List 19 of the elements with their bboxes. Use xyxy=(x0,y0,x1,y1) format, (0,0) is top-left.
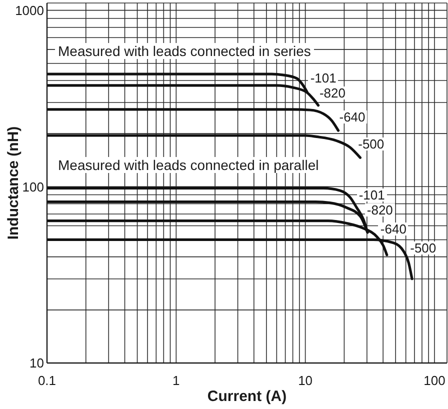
series-label: -500 xyxy=(358,136,384,151)
x-tick-label: 100 xyxy=(424,373,446,388)
annotation: Measured with leads connected in series xyxy=(58,43,311,60)
series-label: -820 xyxy=(366,202,393,218)
series-label: -640 xyxy=(380,221,406,236)
y-tick-label: 100 xyxy=(22,179,44,194)
series-label: -500 xyxy=(410,240,436,256)
x-axis-title: Current (A) xyxy=(207,388,287,404)
y-axis-title: Inductance (nH) xyxy=(4,126,22,240)
annotation: Measured with leads connected in parallel xyxy=(58,157,319,174)
series-label: -101 xyxy=(310,70,336,86)
x-tick-label: 10 xyxy=(298,373,313,388)
y-tick-label: 10 xyxy=(30,356,44,371)
y-tick-label: 1000 xyxy=(15,2,44,18)
x-tick-label: 0.1 xyxy=(38,373,56,388)
series-label: -820 xyxy=(319,86,346,101)
x-tick-label: 1 xyxy=(172,373,180,388)
series-label: -640 xyxy=(339,110,366,125)
series-label: -101 xyxy=(358,187,385,202)
